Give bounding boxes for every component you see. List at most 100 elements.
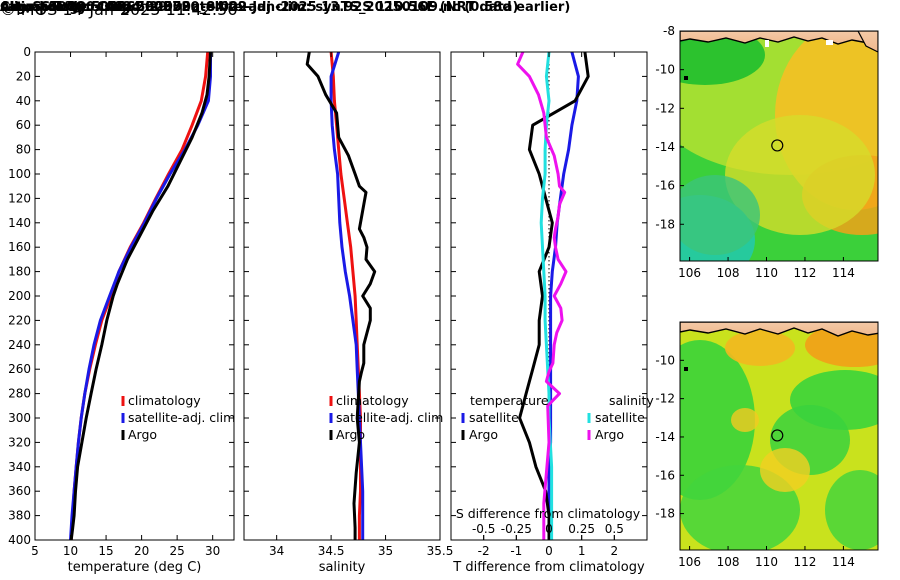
map-x-tick-label: 106 [678,266,701,280]
legend-label: satellite-adj. clim [336,410,443,425]
y-tick-label: 300 [8,411,31,425]
map-x-tick-label: 110 [755,266,778,280]
x2-tick-label: 0 [545,522,553,536]
axes-frame [243,51,441,541]
sst-map-frame [679,30,879,262]
y-tick-label: 280 [8,387,31,401]
y-tick-label: 260 [8,362,31,376]
sst-cool-north [680,31,765,85]
x-axis-label: T difference from climatology [452,560,645,575]
x-tick-label: 34.5 [318,544,345,558]
series-line-argo [305,52,377,540]
series-line-satellite-adj-clim [69,52,212,540]
series-line-satellite-adj-clim [329,52,365,540]
y-tick-label: 100 [8,167,31,181]
legend-label: satellite [595,410,645,425]
x2-axis-label: S difference from climatology [456,506,641,521]
x-tick-label: 10 [63,544,78,558]
map-y-tick-label: -8 [663,24,675,38]
sst-mid-region [725,115,875,235]
series-line-temperature-satellite [547,52,580,540]
title-line-2: Climatology: CARS2009. Satellite-adj cli… [0,0,571,15]
sla-high-north [725,330,795,366]
series-line-temperature-argo [518,52,590,540]
map-y-tick-label: -12 [655,101,675,115]
x2-tick-label: -0.5 [472,522,495,536]
y-tick-label: 0 [23,45,31,59]
java-coastline [680,322,878,337]
cloud-pixel [765,40,769,47]
x-tick-label: 35.5 [427,544,454,558]
sst-map-axes: 106 108 110 112 114 -8 -10 -12 -14 -16 -18 [655,24,854,280]
legend-label: Argo [336,427,365,442]
legend-title: temperature [470,393,549,408]
argo-position-marker [771,139,784,152]
legend-title: salinity [609,393,654,408]
y-tick-label: 20 [16,69,31,83]
coastline-east [857,31,878,53]
map-x-tick-label: 108 [717,555,740,569]
x-tick-label: 20 [134,544,149,558]
map-x-tick-label: 106 [678,555,701,569]
x-tick-label: 1 [578,544,586,558]
island-marker [684,367,688,371]
sla-high-patch [731,408,759,432]
x2-tick-label: -0.25 [501,522,532,536]
y-tick-label: 380 [8,509,31,523]
map-x-tick-label: 114 [832,266,855,280]
legend-label: climatology [336,393,409,408]
copyright-credit: ©IMOS 14-Jan-2025 11:42:56 [0,0,238,19]
x-tick-label: 35 [378,544,393,558]
x-tick-label: 0 [545,544,553,558]
y-tick-label: 400 [8,533,31,547]
difference-panel: -2 -1 0 1 2 T difference from climatology temp… [450,51,654,575]
series-line-argo [69,52,212,540]
axes-frame [34,51,235,541]
y-tick-label: 340 [8,460,31,474]
island-marker [684,76,688,80]
cloud-pixel [826,40,833,45]
y-tick-label: 220 [8,313,31,327]
map-y-tick-label: -18 [655,217,675,231]
y-tick-label: 360 [8,484,31,498]
legend-label: Argo [469,427,498,442]
x2-tick-label: 0.25 [568,522,595,536]
sst-map [680,31,878,261]
x-tick-label: 15 [98,544,113,558]
map-y-tick-label: -16 [655,179,675,193]
x-tick-label: 34 [269,544,284,558]
series-group [69,52,212,540]
y-tick-label: 160 [8,240,31,254]
title-line-1: Argo profile: csiro 5905520_84 09-Jan-20… [0,0,519,15]
y-tick-label: 180 [8,265,31,279]
map-x-tick-label: 112 [793,266,816,280]
map-y-tick-label: -10 [655,353,675,367]
series-group [305,52,377,540]
sst-cool-patch [680,175,760,255]
sla-low-west [680,340,755,500]
series-line-climatology [69,52,210,540]
y-tick-label: 240 [8,338,31,352]
map-y-tick-label: -18 [655,507,675,521]
y-tick-label: 40 [16,94,31,108]
x-tick-label: 5 [31,544,39,558]
y-tick-label: 140 [8,216,31,230]
sla-high-center [760,448,810,492]
altimetry-map [680,322,878,550]
sla-low-southeast [825,470,878,550]
map-y-tick-label: -16 [655,468,675,482]
y-tick-label: 320 [8,435,31,449]
y-tick-label: 200 [8,289,31,303]
x2-tick-label: 0.5 [605,522,624,536]
x-tick-label: 2 [611,544,619,558]
altimetry-height-title: Argo h1000: -0.024 h2000: -0.022 [0,0,248,15]
altimetry-map-frame [679,321,879,551]
map-y-tick-label: -12 [655,392,675,406]
map-y-tick-label: -14 [655,430,675,444]
x-axis-label: temperature (deg C) [68,560,202,575]
x-tick-label: -2 [478,544,490,558]
argo-position-marker [771,429,784,442]
legend-label: satellite [469,410,519,425]
